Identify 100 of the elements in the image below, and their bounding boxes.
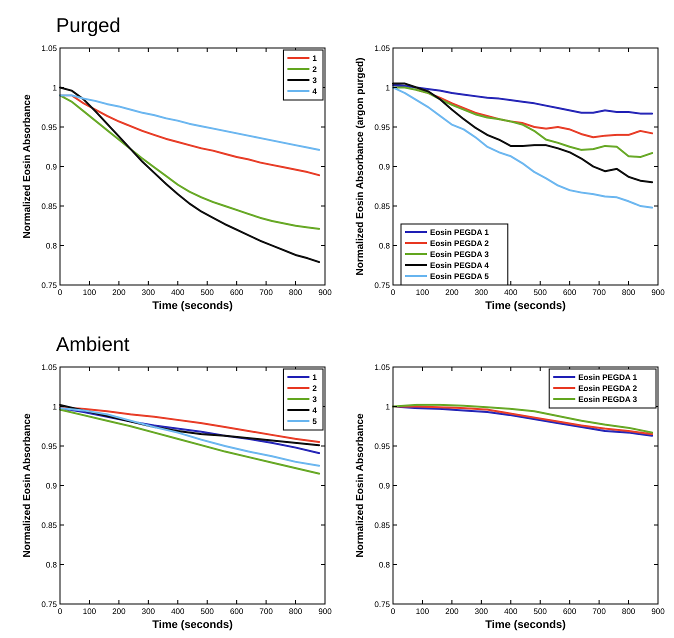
x-tick-label: 200 [445,607,460,616]
y-tick-label: 0.85 [374,521,391,530]
line-series [59,86,320,264]
x-tick-label: 0 [390,288,396,297]
y-tick-label: 1 [52,84,58,92]
x-tick-label: 800 [288,607,303,616]
x-tick-label: 600 [562,288,577,297]
y-tick-label: 1 [52,402,58,412]
chart-title: Ambient [56,334,130,356]
y-tick-label: 1 [386,402,391,412]
y-axis-title: Normalized Eosin Absorbance (argon purged) [355,58,366,276]
legend-label: 1 [312,373,318,382]
y-tick-label: 0.95 [41,442,58,451]
x-tick-label: 300 [142,288,156,297]
legend-label: 5 [312,417,318,426]
x-axis-title: Time (seconds) [152,619,234,631]
legend-label: 3 [312,395,318,404]
y-tick-label: 0.9 [46,482,58,490]
x-tick-label: 600 [230,607,244,616]
x-tick-label: 400 [171,288,185,297]
y-tick-label: 0.75 [374,281,391,290]
y-tick-label: 0.8 [378,560,391,570]
y-tick-label: 0.8 [378,242,391,250]
y-tick-label: 1 [386,84,391,92]
legend-label: Eosin PEGDA 1 [578,373,638,382]
x-tick-label: 100 [416,288,430,297]
y-tick-label: 0.75 [41,281,58,290]
legend-label: Eosin PEGDA 2 [430,239,490,248]
y-tick-label: 0.9 [46,162,58,172]
line-series [392,86,654,158]
x-tick-label: 0 [58,607,63,616]
x-tick-label: 0 [58,288,63,297]
x-tick-label: 500 [534,288,548,297]
legend-label: Eosin PEGDA 5 [430,272,490,281]
y-tick-label: 1.05 [374,363,391,372]
x-tick-label: 700 [592,607,606,616]
y-tick-label: 0.95 [374,442,391,451]
line-series [59,94,320,151]
y-tick-label: 0.85 [41,202,58,211]
x-tick-label: 500 [534,607,548,616]
y-axis-title: Normalized Eosin Absorbance [355,413,366,558]
x-tick-label: 400 [504,288,518,297]
x-tick-label: 300 [474,288,489,297]
x-tick-label: 700 [259,288,274,297]
x-tick-label: 600 [562,607,577,616]
y-tick-label: 0.9 [378,162,391,172]
y-axis-title: Normalized Eosin Absorbance [22,413,33,558]
x-tick-label: 800 [288,288,303,297]
line-series [392,84,654,115]
x-tick-label: 900 [651,288,666,297]
x-tick-label: 900 [318,288,332,297]
y-tick-label: 1.05 [374,44,391,53]
line-series [392,82,654,184]
x-tick-label: 100 [82,607,97,616]
x-tick-label: 200 [445,288,460,297]
y-tick-label: 0.8 [46,242,58,250]
legend-label: 4 [312,87,318,96]
x-tick-label: 600 [230,288,244,297]
x-tick-label: 900 [651,607,666,616]
x-tick-label: 200 [112,607,126,616]
legend-label: 2 [312,384,318,393]
legend-label: 2 [312,65,318,74]
chart-title: Purged [56,15,120,37]
x-axis-title: Time (seconds) [485,619,566,631]
y-tick-label: 0.95 [41,123,58,132]
x-tick-label: 400 [504,607,518,616]
x-axis-title: Time (seconds) [485,300,566,312]
x-tick-label: 800 [622,288,636,297]
y-tick-label: 0.8 [46,560,58,570]
legend-label: 4 [312,406,318,415]
legend-label: Eosin PEGDA 3 [578,395,638,404]
y-tick-label: 0.85 [374,202,391,211]
line-series [392,86,654,209]
y-tick-label: 1.05 [41,363,58,372]
legend-label: Eosin PEGDA 1 [430,228,490,237]
legend-label: Eosin PEGDA 2 [578,384,638,393]
y-tick-label: 0.75 [374,600,391,609]
x-tick-label: 700 [259,607,274,616]
legend-label: Eosin PEGDA 3 [430,250,490,259]
y-tick-label: 0.75 [41,600,58,609]
y-tick-label: 0.95 [374,123,391,132]
x-tick-label: 700 [592,288,606,297]
x-tick-label: 100 [416,607,430,616]
y-tick-label: 0.85 [41,521,58,530]
x-tick-label: 500 [200,607,214,616]
x-tick-label: 900 [318,607,332,616]
x-tick-label: 300 [474,607,489,616]
x-tick-label: 500 [200,288,214,297]
x-tick-label: 800 [622,607,636,616]
x-axis-title: Time (seconds) [152,300,234,312]
legend-label: Eosin PEGDA 4 [430,261,490,270]
y-axis-title: Normalized Eosin Absorbance [22,94,33,239]
x-tick-label: 300 [142,607,156,616]
line-series [59,94,320,230]
x-tick-label: 200 [112,288,126,297]
x-tick-label: 0 [390,607,396,616]
legend-label: 1 [312,54,318,63]
x-tick-label: 400 [171,607,185,616]
legend-label: 3 [312,76,318,85]
y-tick-label: 1.05 [41,44,58,53]
